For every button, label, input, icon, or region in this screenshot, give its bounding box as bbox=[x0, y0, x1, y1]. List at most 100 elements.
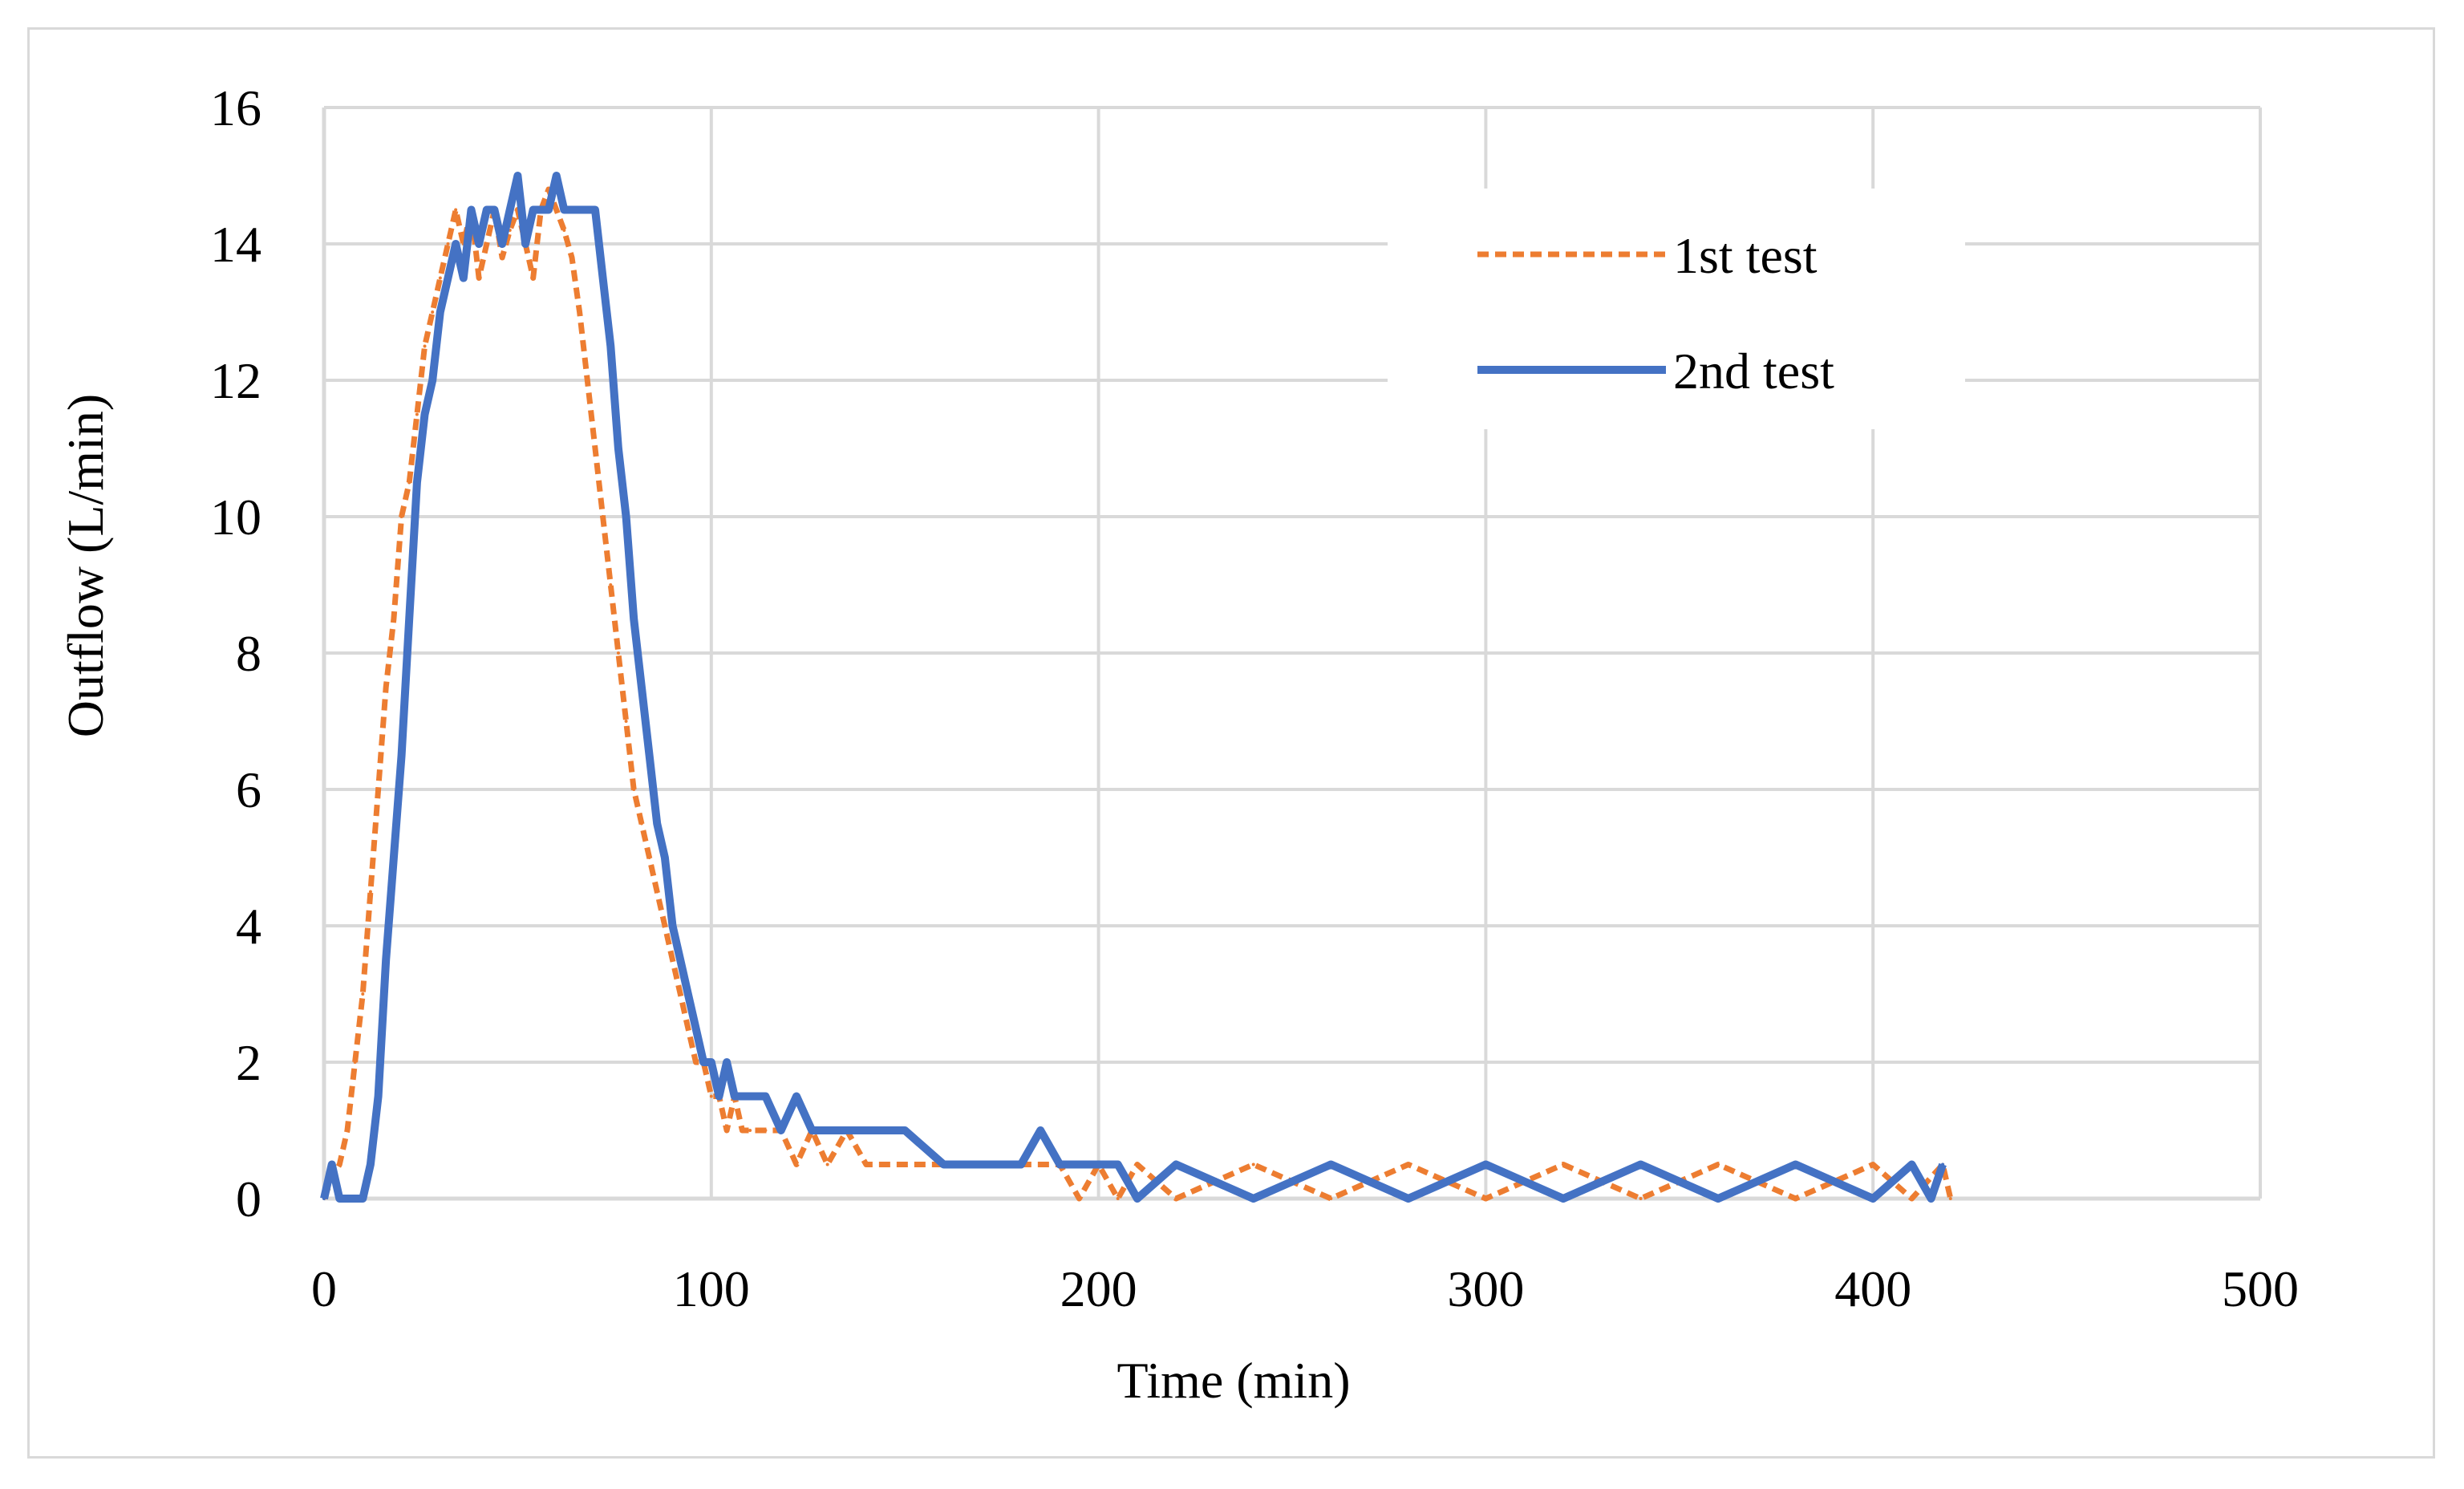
data-point bbox=[725, 1129, 729, 1132]
data-point bbox=[454, 242, 458, 245]
data-point bbox=[864, 1162, 868, 1166]
data-point bbox=[586, 379, 590, 382]
legend-label-1st-test: 1st test bbox=[1673, 227, 1818, 284]
data-point bbox=[562, 229, 566, 232]
data-point bbox=[1716, 1197, 1720, 1200]
data-point bbox=[508, 208, 512, 212]
y-tick-label: 12 bbox=[210, 352, 261, 409]
data-point bbox=[1716, 1162, 1720, 1166]
data-point bbox=[679, 958, 683, 962]
data-point bbox=[376, 1094, 380, 1098]
data-point bbox=[1406, 1197, 1410, 1200]
data-point bbox=[1561, 1162, 1565, 1166]
data-point bbox=[1329, 1197, 1333, 1200]
data-point bbox=[578, 208, 582, 212]
data-point bbox=[1174, 1197, 1178, 1200]
data-point bbox=[547, 208, 551, 212]
data-point bbox=[1793, 1197, 1797, 1200]
data-point bbox=[1910, 1162, 1914, 1166]
data-point bbox=[446, 242, 450, 245]
data-point bbox=[516, 174, 520, 177]
data-point bbox=[407, 481, 411, 485]
y-axis-title: Outflow (L/min) bbox=[57, 394, 114, 737]
data-point bbox=[391, 617, 395, 621]
data-point bbox=[524, 242, 528, 245]
data-point bbox=[1116, 1197, 1120, 1200]
data-point bbox=[609, 583, 613, 586]
data-point bbox=[686, 992, 690, 996]
data-point bbox=[647, 856, 651, 859]
data-point bbox=[368, 890, 372, 894]
data-point bbox=[431, 310, 435, 314]
data-point bbox=[322, 1197, 326, 1200]
data-point bbox=[1174, 1162, 1178, 1166]
data-point bbox=[686, 1026, 690, 1030]
data-point bbox=[376, 788, 380, 791]
data-point bbox=[1406, 1162, 1410, 1166]
data-point bbox=[1484, 1162, 1488, 1166]
data-point bbox=[330, 1162, 334, 1166]
data-point bbox=[639, 685, 643, 689]
data-point bbox=[694, 1061, 698, 1064]
tick-labels: 0 2 4 6 8 10 12 14 16 0 100 200 300 400 500 bbox=[210, 79, 2299, 1317]
data-point bbox=[500, 242, 505, 245]
x-axis-title: Time (min) bbox=[1117, 1352, 1351, 1409]
data-point bbox=[732, 1094, 736, 1098]
x-tick-label: 400 bbox=[1834, 1260, 1911, 1317]
y-tick-label: 16 bbox=[210, 79, 261, 136]
data-point bbox=[1039, 1129, 1043, 1132]
grid bbox=[322, 106, 2262, 1200]
data-point bbox=[609, 344, 613, 348]
y-tick-label: 10 bbox=[210, 489, 261, 546]
x-tick-label: 0 bbox=[311, 1260, 337, 1317]
data-point bbox=[825, 1162, 829, 1166]
data-point bbox=[810, 1129, 814, 1132]
data-point bbox=[391, 856, 395, 859]
data-point bbox=[1871, 1197, 1875, 1200]
data-point bbox=[725, 1061, 729, 1064]
data-point bbox=[980, 1162, 984, 1166]
data-point bbox=[431, 379, 435, 382]
data-point bbox=[1329, 1162, 1333, 1166]
data-point bbox=[616, 651, 620, 655]
data-point bbox=[338, 1162, 342, 1166]
data-point bbox=[647, 753, 651, 757]
data-point bbox=[624, 720, 628, 723]
data-point bbox=[864, 1129, 868, 1132]
data-point bbox=[825, 1129, 829, 1132]
data-point bbox=[795, 1162, 799, 1166]
data-point bbox=[1251, 1197, 1255, 1200]
data-point bbox=[531, 276, 535, 280]
chart-frame bbox=[27, 27, 2435, 1459]
data-point bbox=[531, 208, 535, 212]
data-point bbox=[601, 515, 605, 518]
data-point bbox=[740, 1129, 744, 1132]
data-point bbox=[795, 1094, 799, 1098]
data-point bbox=[1871, 1162, 1875, 1166]
data-point bbox=[353, 1061, 357, 1064]
data-point bbox=[407, 617, 411, 621]
x-tick-label: 200 bbox=[1060, 1260, 1137, 1317]
data-point bbox=[1077, 1197, 1081, 1200]
data-point bbox=[593, 447, 597, 450]
data-point bbox=[717, 1094, 721, 1098]
data-point bbox=[1077, 1162, 1081, 1166]
data-point bbox=[569, 208, 573, 212]
data-point bbox=[671, 958, 675, 962]
y-tick-label: 14 bbox=[210, 216, 261, 273]
legend: 1st test 2nd test bbox=[1388, 189, 1965, 429]
data-point bbox=[554, 208, 558, 212]
y-tick-label: 8 bbox=[236, 625, 261, 682]
data-point bbox=[709, 1061, 713, 1064]
data-point bbox=[446, 276, 450, 280]
data-point bbox=[1135, 1162, 1139, 1166]
data-point bbox=[1484, 1197, 1488, 1200]
data-point bbox=[454, 208, 458, 212]
data-point bbox=[399, 753, 403, 757]
data-point bbox=[1929, 1197, 1933, 1200]
x-tick-label: 300 bbox=[1447, 1260, 1524, 1317]
data-point bbox=[423, 344, 427, 348]
data-point bbox=[663, 924, 667, 927]
data-point bbox=[586, 208, 590, 212]
